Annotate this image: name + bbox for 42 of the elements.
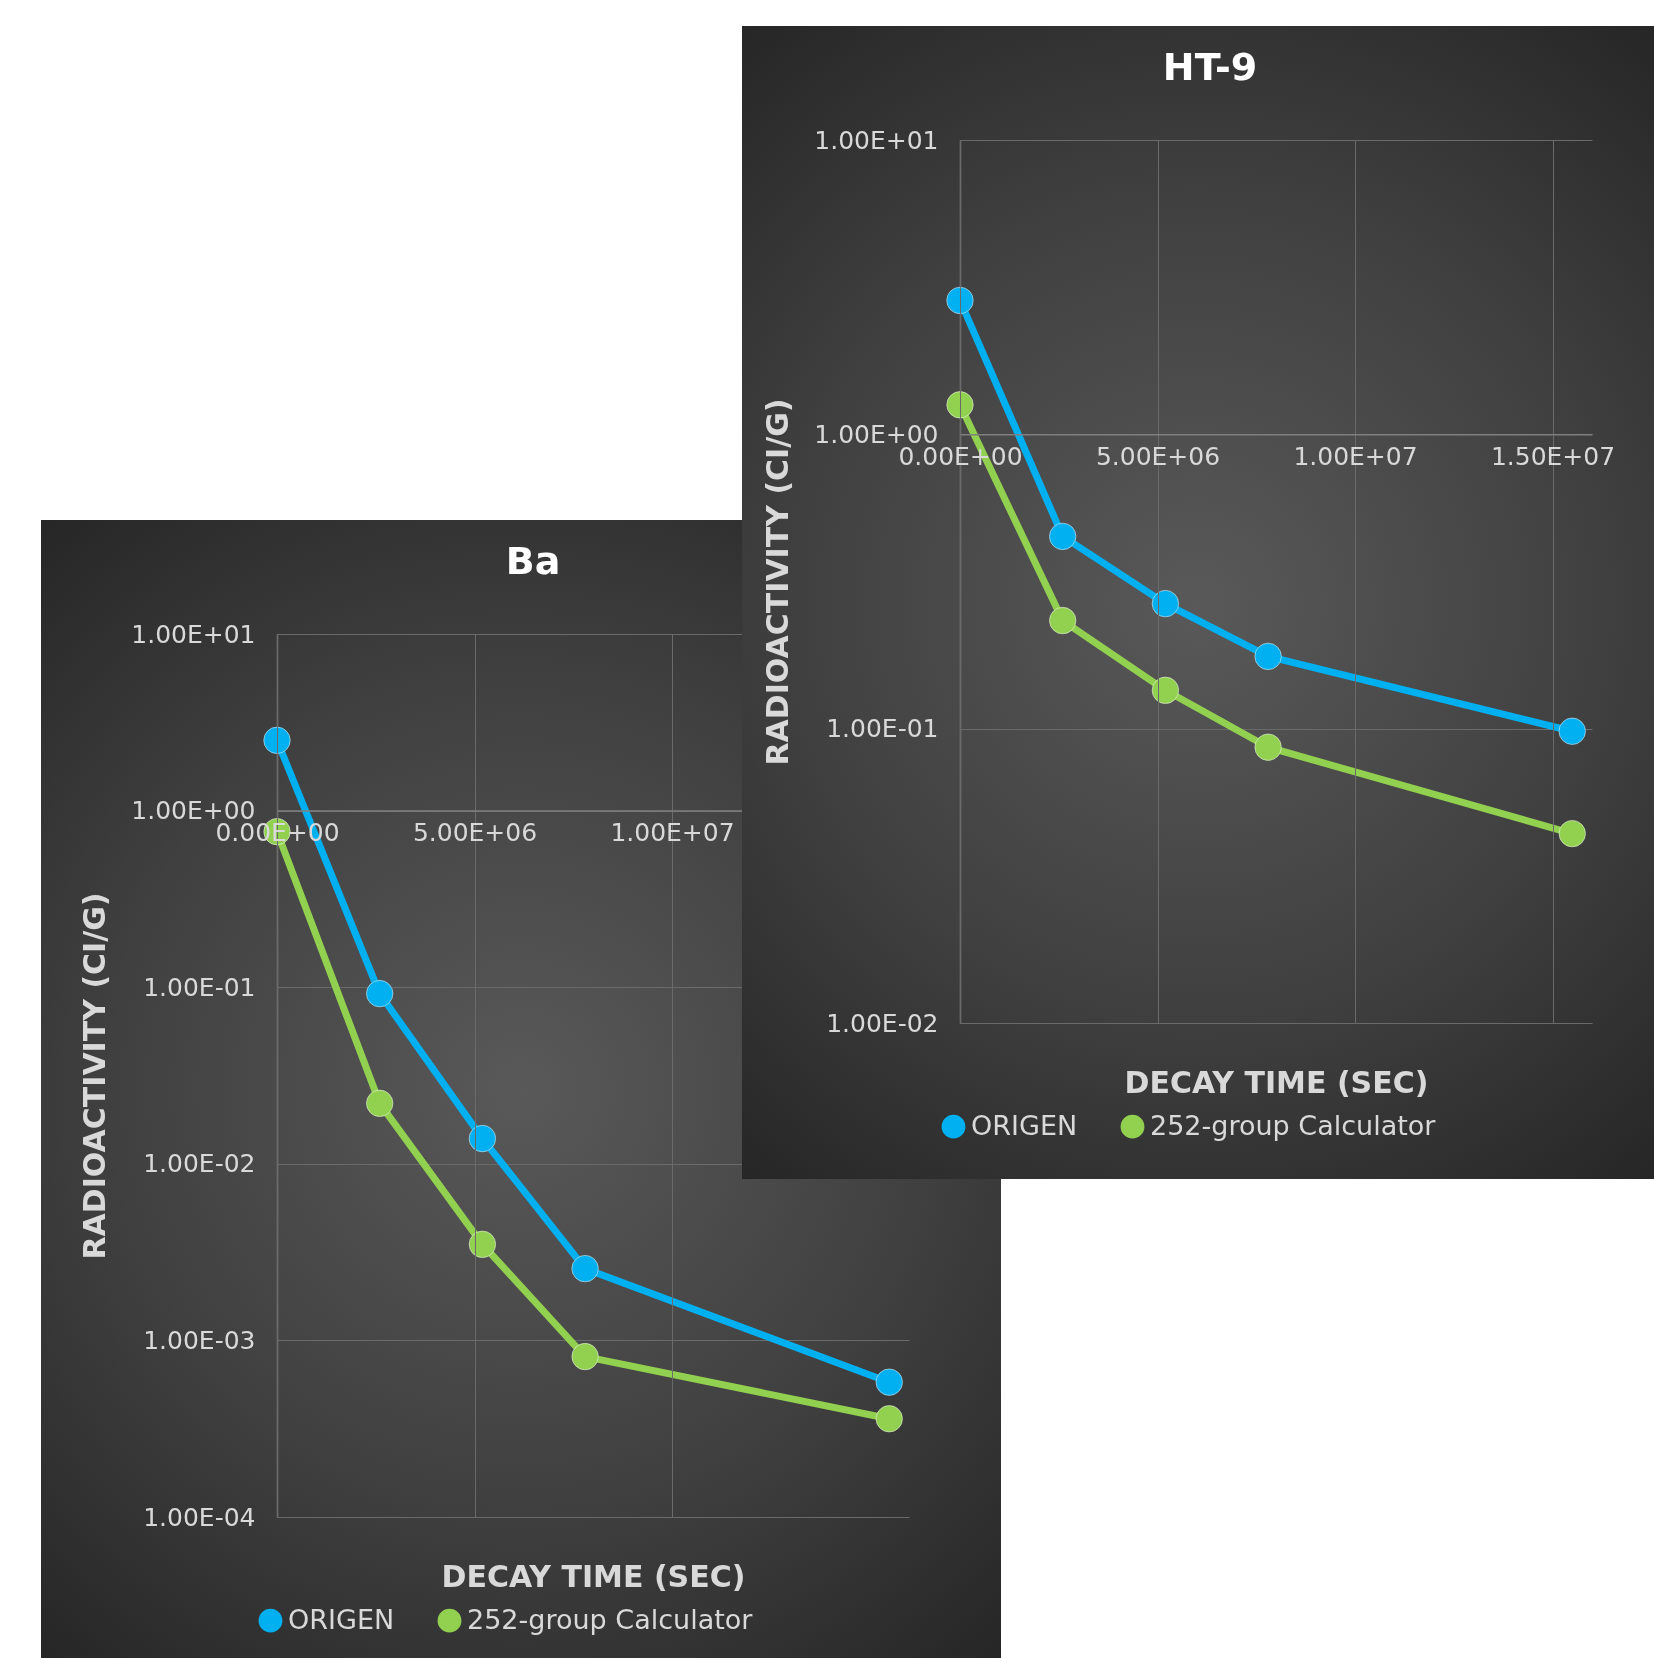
point <box>468 1124 497 1153</box>
point <box>365 1089 394 1118</box>
x-axis-title: DECAY TIME (SEC) <box>441 1558 746 1594</box>
point <box>946 391 974 419</box>
y-axis-title: RADIOACTIVITY (CI/G) <box>760 398 796 766</box>
point <box>1151 589 1180 618</box>
point <box>1558 819 1586 848</box>
y-tick-label: 1.00E+01 <box>131 619 256 649</box>
point <box>365 979 394 1008</box>
point <box>571 1254 599 1283</box>
point <box>1048 606 1077 635</box>
point <box>1254 733 1282 761</box>
point <box>468 1230 497 1259</box>
point <box>1048 522 1077 551</box>
point <box>946 286 974 315</box>
point <box>263 726 291 755</box>
chart-title: HT-9 <box>1162 45 1258 89</box>
y-tick-label: 1.00E-02 <box>826 1008 939 1038</box>
point <box>571 1342 599 1371</box>
point <box>1151 676 1180 705</box>
y-axis-title: RADIOACTIVITY (CI/G) <box>77 892 113 1260</box>
y-tick-label: 1.00E-01 <box>826 714 939 744</box>
y-tick-label: 1.00E+01 <box>814 125 939 155</box>
legend-label: 252-group Calculator <box>1150 1109 1437 1141</box>
y-tick-label: 1.00E-03 <box>143 1325 256 1355</box>
legend-label: ORIGEN <box>971 1109 1078 1141</box>
x-tick-label: 5.00E+06 <box>412 818 538 848</box>
x-tick-label: 1.00E+07 <box>1293 441 1418 471</box>
x-axis-title: DECAY TIME (SEC) <box>1124 1064 1429 1100</box>
legend-label: 252-group Calculator <box>467 1603 754 1635</box>
y-tick-label: 1.00E-02 <box>143 1149 256 1179</box>
y-tick-label: 1.00E-04 <box>143 1502 256 1532</box>
chart-title: Ba <box>505 539 561 583</box>
x-tick-label: 1.00E+07 <box>610 818 735 848</box>
point <box>1558 717 1586 745</box>
x-tick-label: 5.00E+06 <box>1095 441 1221 471</box>
legend-label: ORIGEN <box>288 1603 395 1635</box>
point <box>1254 642 1282 671</box>
y-tick-label: 1.00E-01 <box>143 972 256 1002</box>
point <box>875 1405 903 1433</box>
point <box>875 1368 903 1396</box>
x-tick-label: 1.50E+07 <box>1490 441 1616 471</box>
